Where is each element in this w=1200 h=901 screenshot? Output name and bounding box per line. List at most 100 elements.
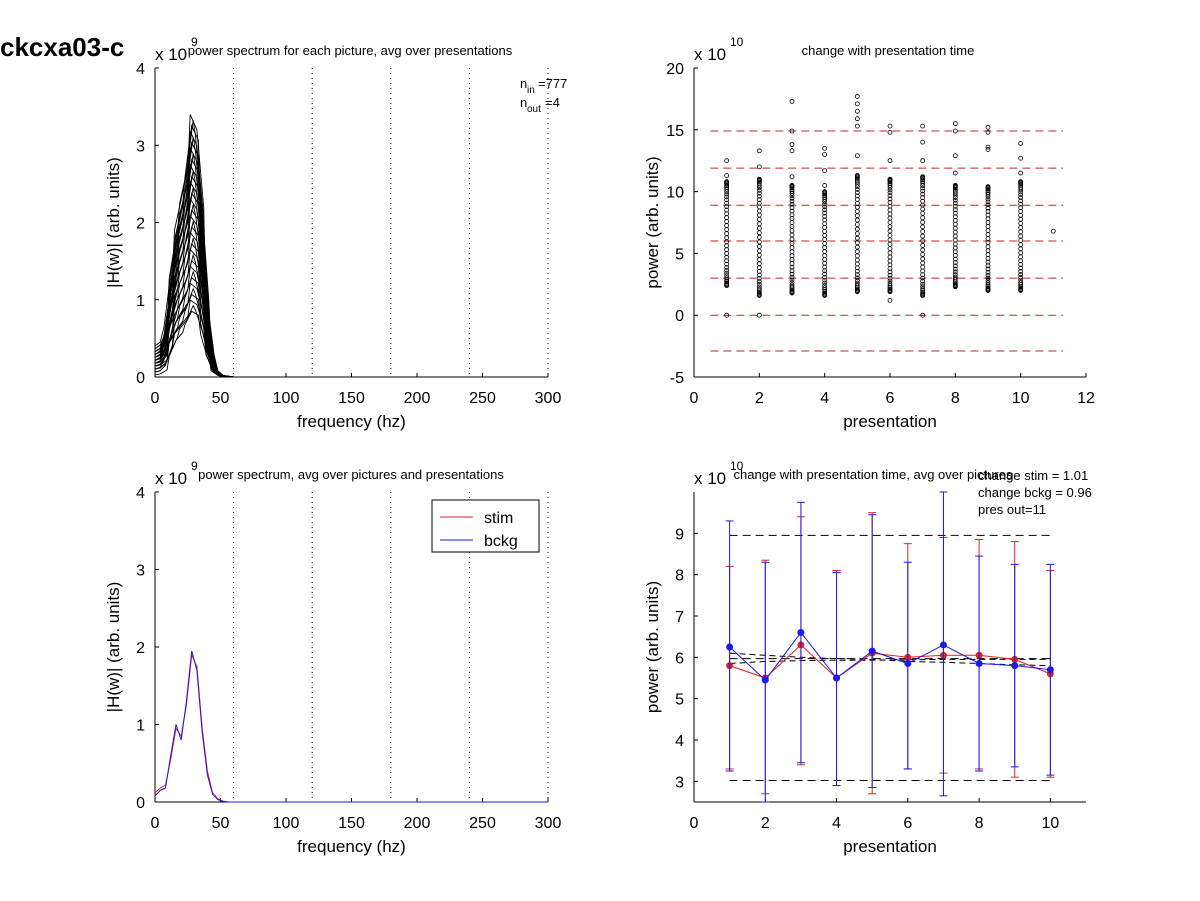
p2-point	[952, 229, 958, 235]
p2-point	[1018, 198, 1024, 204]
p2-point	[920, 242, 926, 248]
p2-point	[756, 257, 762, 262]
p2-point	[756, 244, 762, 249]
p2-point	[920, 275, 926, 281]
p2-point	[822, 283, 828, 288]
p2-point	[724, 235, 730, 241]
p2-point	[724, 280, 730, 286]
p2-point	[822, 213, 828, 219]
p2-point	[985, 248, 991, 254]
p1-n-in-label: n	[520, 76, 527, 91]
p2-point	[952, 225, 958, 231]
p2-point	[920, 233, 926, 239]
p2-point	[952, 276, 958, 282]
p2-point	[920, 284, 926, 290]
p1-n-out-label: n	[520, 95, 527, 110]
p1-trace	[154, 170, 548, 378]
p2-point	[854, 213, 860, 219]
p2-point	[887, 228, 893, 234]
p2-point	[854, 116, 860, 122]
p2-point	[724, 258, 730, 264]
p2-point	[756, 239, 762, 245]
p2-point	[1050, 228, 1056, 234]
p2-point	[985, 129, 991, 135]
p1-trace	[154, 123, 548, 378]
p2-point	[887, 211, 893, 217]
p4-x-axis-label: presentation	[843, 837, 937, 856]
p2-point	[822, 290, 828, 296]
p2-point	[854, 197, 860, 202]
p2-point	[887, 123, 893, 129]
p2-point	[756, 216, 762, 222]
p2-point	[952, 245, 958, 251]
p2-point	[920, 139, 926, 145]
p2-title: change with presentation time	[802, 43, 975, 58]
p2-point	[985, 184, 991, 190]
p1-x-axis-label: frequency (hz)	[297, 412, 406, 431]
p2-point	[724, 197, 730, 203]
p2-point	[822, 152, 828, 157]
p2-point	[952, 197, 958, 203]
p2-point	[756, 284, 762, 290]
p2-point	[854, 94, 860, 99]
p3-y-tick-label: 3	[136, 563, 145, 580]
p2-point	[920, 247, 926, 253]
p2-point	[756, 279, 762, 284]
p3-exponent-power: 9	[191, 459, 198, 473]
p2-point	[822, 217, 828, 223]
p2-point	[854, 179, 860, 185]
p1-exponent-power: 9	[191, 35, 198, 49]
p2-point	[756, 193, 762, 199]
p2-point	[854, 240, 860, 246]
p2-point	[854, 257, 860, 263]
p4-point-bckg	[761, 676, 769, 684]
p2-point	[887, 158, 893, 164]
p3-y-tick-label: 0	[136, 795, 145, 812]
p2-point	[985, 244, 991, 250]
p2-point	[822, 228, 828, 234]
p2-point	[822, 183, 828, 188]
p1-trace	[154, 140, 548, 378]
p2-point	[724, 219, 730, 224]
p2-point	[887, 215, 893, 221]
p2-point	[789, 274, 795, 280]
p2-point	[920, 188, 926, 194]
p2-point	[920, 281, 926, 287]
p2-point	[952, 233, 958, 239]
p2-point	[985, 147, 991, 152]
p2-point	[887, 233, 893, 238]
p2-point	[724, 239, 730, 245]
p2-x-tick-label: 12	[1077, 390, 1095, 407]
p2-point	[1018, 285, 1024, 291]
p1-trace	[154, 131, 548, 378]
p4-x-tick-label: 0	[690, 815, 699, 832]
p2-point	[985, 269, 991, 275]
p2-x-tick-label: 0	[690, 390, 699, 407]
p2-point	[887, 237, 893, 243]
p2-point	[1018, 250, 1024, 256]
p2-point	[985, 285, 991, 291]
p2-point	[756, 164, 762, 170]
p2-point	[985, 224, 991, 229]
p2-point	[822, 204, 828, 210]
p2-point	[789, 220, 795, 225]
p2-point	[724, 191, 730, 197]
p1-n-in-subscript: in	[527, 85, 535, 96]
p2-point	[1018, 269, 1024, 274]
p2-point	[887, 297, 893, 303]
p1-x-tick-label: 100	[273, 390, 300, 407]
p1-trace	[154, 119, 548, 378]
p2-point	[822, 271, 828, 277]
p4-point-bckg	[868, 647, 876, 655]
p2-point	[985, 236, 991, 241]
p2-point	[789, 241, 795, 246]
p4-y-tick-label: 3	[675, 774, 684, 791]
p2-point	[1018, 155, 1024, 161]
p2-point	[854, 278, 860, 284]
p2-point	[985, 202, 991, 208]
p2-point	[789, 216, 795, 222]
p1-y-tick-label: 2	[136, 216, 145, 233]
p4-exponent-base: x 10	[694, 469, 726, 488]
p1-x-tick-label: 50	[212, 390, 230, 407]
